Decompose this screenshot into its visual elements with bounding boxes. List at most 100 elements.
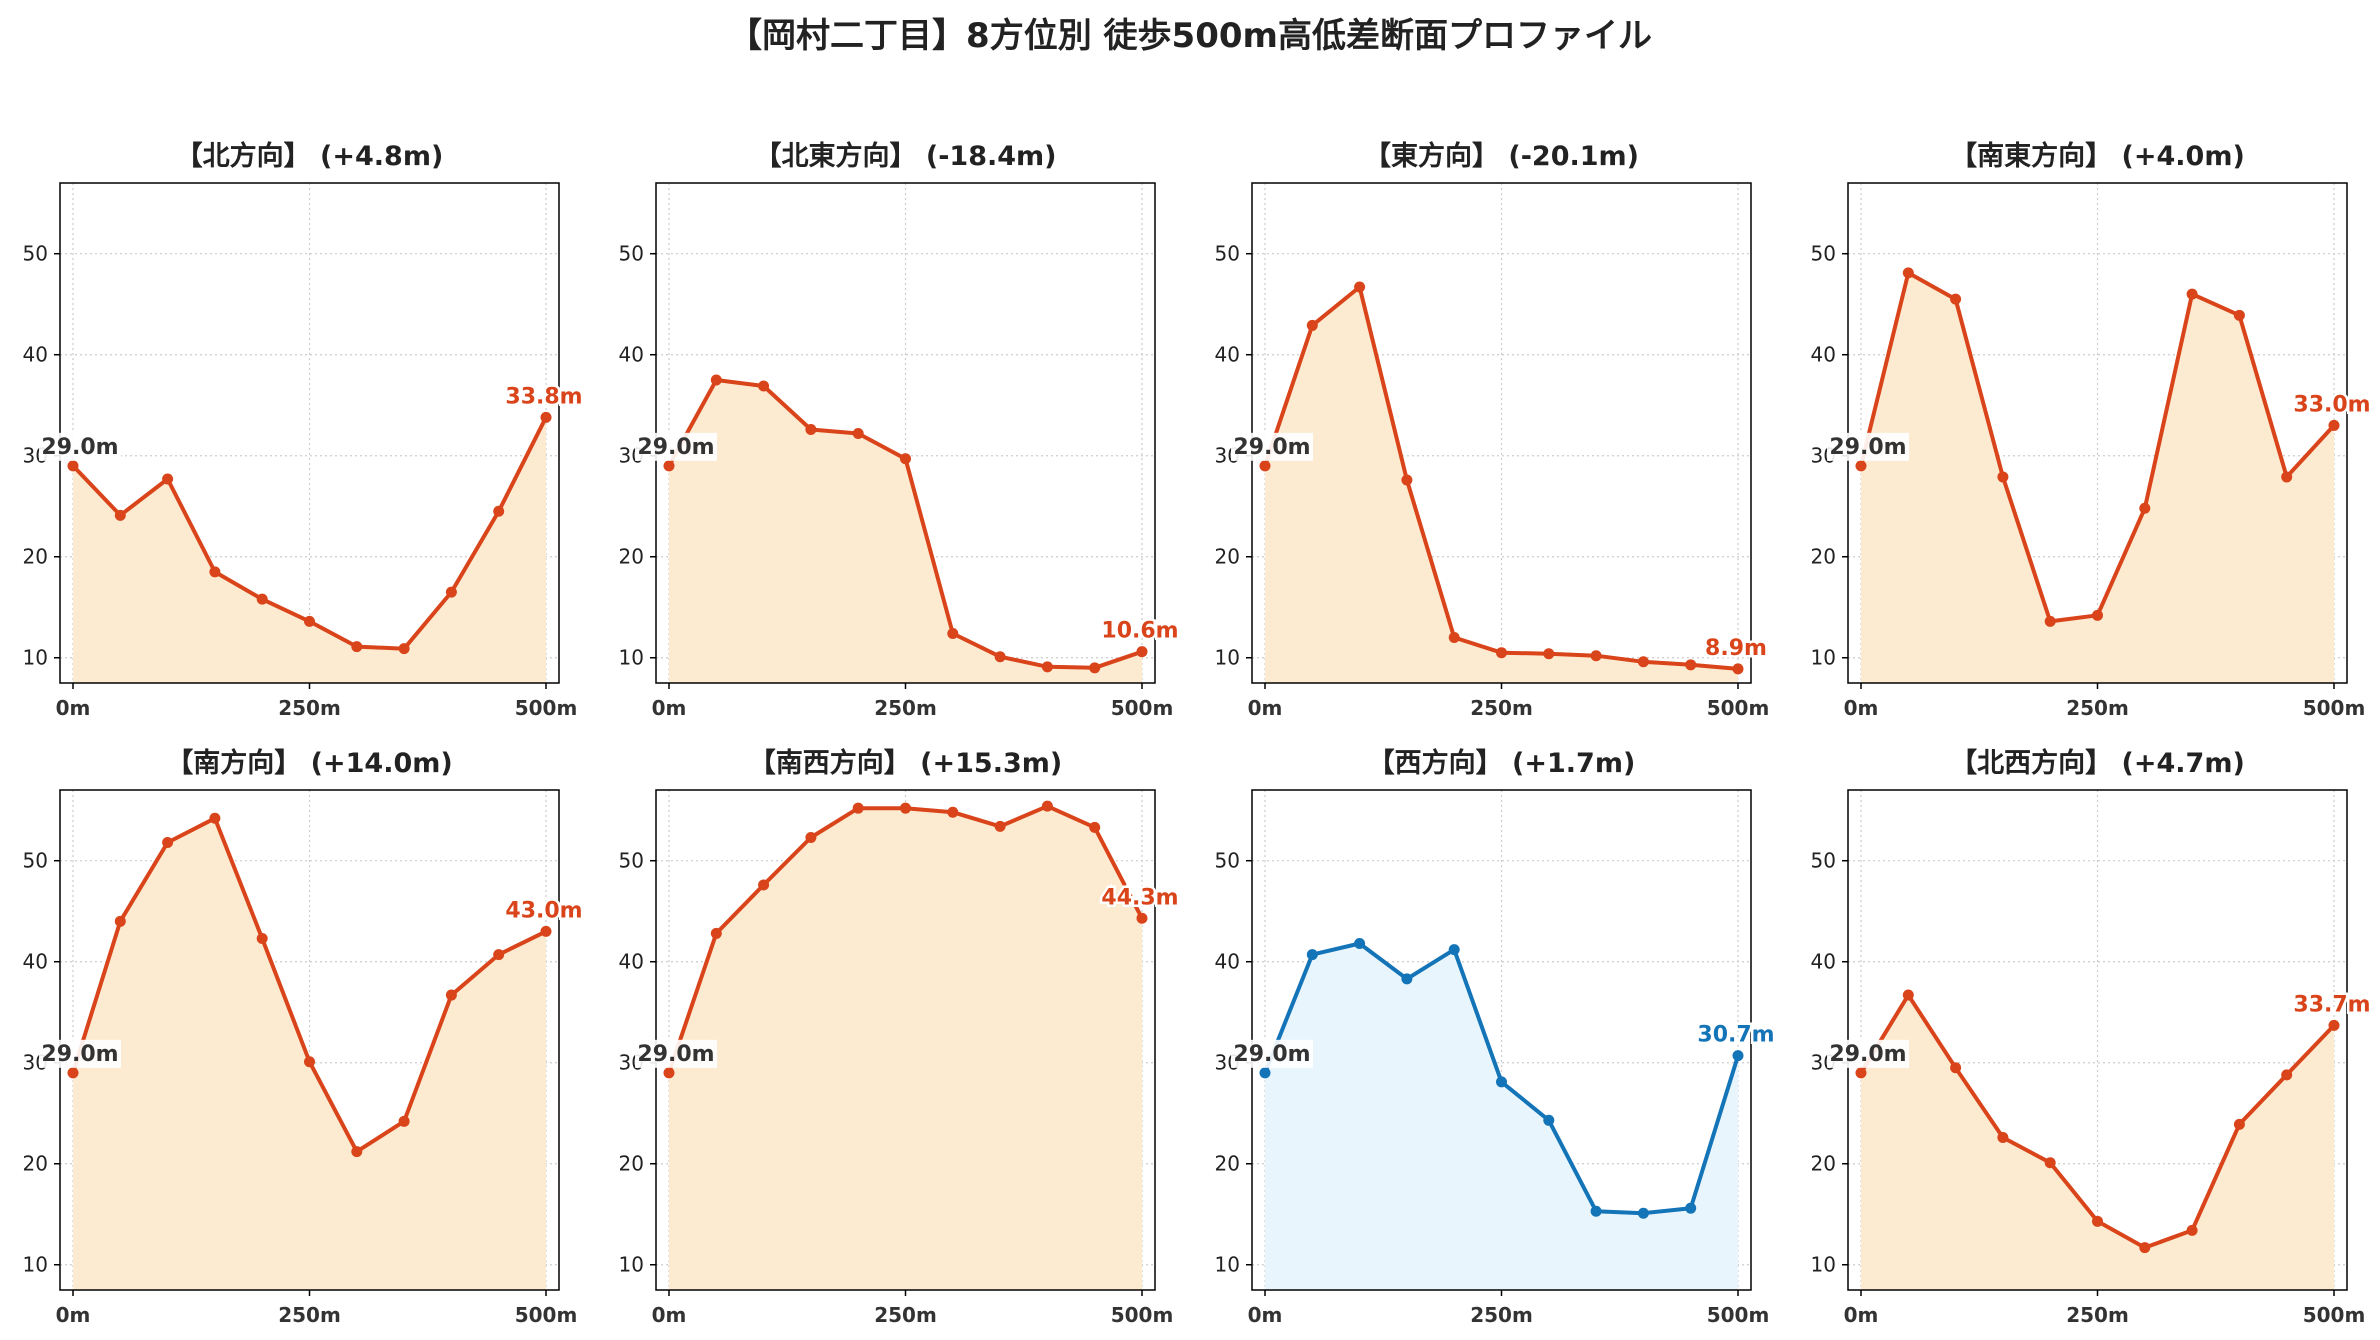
panel-title: 【南東方向】 (+4.0m) xyxy=(1950,140,2245,172)
data-point xyxy=(805,831,817,843)
data-point xyxy=(947,628,959,640)
data-point xyxy=(114,509,126,521)
data-point xyxy=(2139,502,2151,514)
x-tick-label: 0m xyxy=(1844,696,1879,720)
data-point xyxy=(1041,800,1053,812)
y-tick-label: 50 xyxy=(1811,849,1836,873)
y-tick-label: 50 xyxy=(1811,242,1836,266)
end-value-label: 43.0m xyxy=(505,898,582,923)
data-point xyxy=(1496,647,1507,659)
x-tick-label: 0m xyxy=(56,696,91,720)
data-point xyxy=(445,989,457,1001)
data-point xyxy=(2092,1215,2103,1227)
data-point xyxy=(1950,293,1962,305)
data-point xyxy=(1950,1062,1962,1074)
data-point xyxy=(947,806,959,818)
data-point xyxy=(67,460,79,472)
data-point xyxy=(1543,1114,1555,1126)
data-point xyxy=(1259,460,1271,472)
panel-title: 【北方向】 (+4.8m) xyxy=(176,140,444,172)
data-point xyxy=(2139,1242,2151,1254)
data-point xyxy=(1496,1076,1507,1088)
data-point xyxy=(1089,662,1101,674)
start-value-label: 29.0m xyxy=(41,435,118,460)
end-value-label: 10.6m xyxy=(1101,619,1178,644)
y-tick-label: 20 xyxy=(1811,1152,1836,1176)
data-point xyxy=(1448,632,1460,644)
y-tick-label: 40 xyxy=(619,950,644,974)
elevation-area xyxy=(1861,995,2334,1290)
x-tick-label: 0m xyxy=(1248,696,1283,720)
data-point xyxy=(304,615,315,627)
elevation-area xyxy=(669,806,1142,1290)
y-tick-label: 40 xyxy=(1215,950,1240,974)
x-tick-label: 0m xyxy=(652,696,687,720)
data-point xyxy=(1732,1050,1744,1062)
data-point xyxy=(1590,650,1602,662)
y-tick-label: 20 xyxy=(1811,545,1836,569)
x-tick-label: 0m xyxy=(652,1303,687,1327)
x-tick-label: 500m xyxy=(515,696,578,720)
data-point xyxy=(1401,973,1413,985)
x-tick-label: 250m xyxy=(2066,696,2129,720)
y-tick-label: 40 xyxy=(1215,343,1240,367)
x-tick-label: 250m xyxy=(278,1303,341,1327)
y-tick-label: 20 xyxy=(23,545,48,569)
elevation-area xyxy=(1861,272,2334,683)
data-point xyxy=(1306,949,1318,961)
end-value-label: 33.0m xyxy=(2293,392,2370,417)
data-point xyxy=(2186,288,2198,300)
y-tick-label: 10 xyxy=(619,646,644,670)
panel-title: 【南方向】 (+14.0m) xyxy=(166,747,452,779)
data-point xyxy=(1259,1067,1271,1079)
end-value-label: 44.3m xyxy=(1101,885,1178,910)
panel-title: 【東方向】 (-20.1m) xyxy=(1364,140,1639,172)
data-point xyxy=(162,473,174,485)
data-point xyxy=(900,802,911,814)
data-point xyxy=(758,879,770,891)
start-label-bg xyxy=(1231,1039,1313,1068)
data-point xyxy=(1543,648,1555,660)
panel-title: 【南西方向】 (+15.3m) xyxy=(749,747,1062,779)
y-tick-label: 10 xyxy=(619,1253,644,1277)
elevation-area xyxy=(1265,943,1738,1290)
x-tick-label: 250m xyxy=(278,696,341,720)
start-value-label: 29.0m xyxy=(1829,435,1906,460)
start-value-label: 29.0m xyxy=(637,1042,714,1067)
x-tick-label: 500m xyxy=(1707,1303,1770,1327)
data-point xyxy=(1855,460,1867,472)
data-point xyxy=(852,428,864,440)
data-point xyxy=(1997,1131,2009,1143)
data-point xyxy=(351,1146,363,1158)
data-point xyxy=(758,380,770,392)
data-point xyxy=(1401,474,1413,486)
y-tick-label: 20 xyxy=(23,1152,48,1176)
x-tick-label: 250m xyxy=(1470,696,1533,720)
y-tick-label: 20 xyxy=(1215,1152,1240,1176)
data-point xyxy=(162,837,174,849)
data-point xyxy=(1089,821,1101,833)
y-tick-label: 50 xyxy=(23,849,48,873)
data-point xyxy=(209,812,221,824)
y-tick-label: 20 xyxy=(1215,545,1240,569)
data-point xyxy=(493,505,505,517)
data-point xyxy=(67,1067,79,1079)
y-tick-label: 50 xyxy=(23,242,48,266)
data-point xyxy=(493,949,505,961)
data-point xyxy=(1448,944,1460,956)
data-point xyxy=(398,643,410,655)
start-label-bg xyxy=(635,1039,717,1068)
x-tick-label: 0m xyxy=(56,1303,91,1327)
data-point xyxy=(351,641,363,653)
data-point xyxy=(2044,1157,2056,1169)
data-point xyxy=(1306,319,1318,331)
data-point xyxy=(209,566,221,578)
y-tick-label: 10 xyxy=(1811,1253,1836,1277)
data-point xyxy=(540,925,552,937)
